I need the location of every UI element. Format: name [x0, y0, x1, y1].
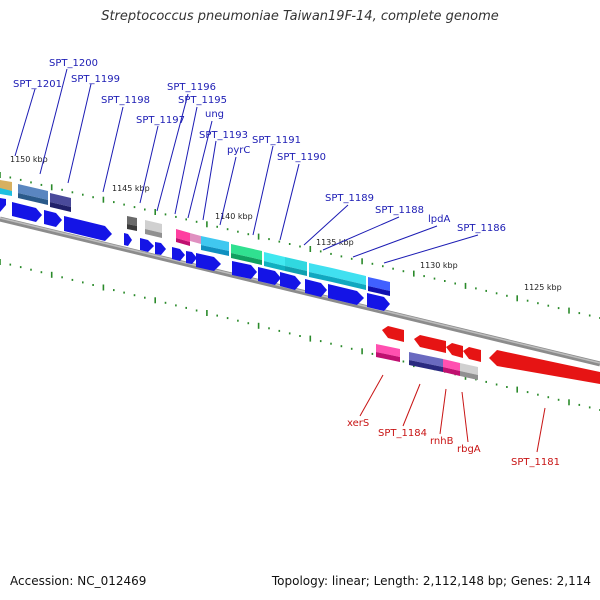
gene-box [0, 188, 12, 196]
gene-box [332, 277, 366, 290]
gene-label: SPT_1193 [199, 130, 248, 141]
gene-box [332, 268, 366, 285]
gene-arrow [186, 251, 197, 264]
genome-backbone [0, 216, 600, 367]
gene-box [285, 257, 307, 271]
gene-box [145, 229, 162, 238]
map-title: Streptococcus pneumoniae Taiwan19F-14, c… [101, 9, 499, 24]
gene-label: xerS [347, 418, 369, 429]
gene-arrows-forward [0, 198, 390, 311]
gene-boxes-lower [376, 344, 478, 380]
gene-box [50, 193, 71, 207]
gene-arrow [446, 343, 463, 358]
gene-box [50, 202, 71, 212]
gene-arrow [124, 233, 132, 246]
gene-label: SPT_1198 [101, 95, 150, 106]
gene-arrow [12, 202, 42, 222]
scale-labels: 1150 kbp 1145 kbp 1140 kbp 1135 kbp 1130… [10, 155, 562, 292]
scale-label-1125: 1125 kbp [524, 283, 562, 292]
gene-boxes-upper [0, 180, 390, 296]
gene-label: SPT_1184 [378, 428, 427, 439]
gene-arrow [64, 216, 112, 241]
gene-box [376, 352, 400, 362]
gene-box [264, 261, 285, 271]
gene-labels-bottom: xerS SPT_1184 rnhB rbgA SPT_1181 [347, 418, 560, 468]
gene-label: SPT_1197 [136, 115, 185, 126]
gene-label: lpdA [428, 214, 450, 225]
gene-box [201, 245, 229, 256]
scale-label-1150: 1150 kbp [10, 155, 48, 164]
gene-box [231, 253, 262, 265]
gene-box [201, 236, 229, 251]
gene-label: pyrC [227, 145, 250, 156]
gene-label: SPT_1199 [71, 74, 120, 85]
label-leaders-bottom [359, 374, 546, 453]
gene-label: SPT_1196 [167, 82, 216, 93]
gene-arrow [232, 261, 257, 279]
gene-arrow [463, 347, 481, 362]
gene-label: rbgA [457, 444, 481, 455]
gene-arrow [414, 335, 446, 353]
gene-box [309, 272, 332, 282]
topology-summary: Topology: linear; Length: 2,112,148 bp; … [271, 574, 591, 588]
gene-arrows-reverse [382, 326, 600, 384]
gene-arrow [280, 272, 301, 290]
gene-label: SPT_1200 [49, 58, 98, 69]
gene-box [127, 224, 137, 231]
gene-label: rnhB [430, 436, 454, 447]
gene-arrow [44, 210, 62, 227]
gene-arrow [328, 284, 364, 305]
gene-box [409, 352, 443, 367]
gene-box [409, 360, 443, 372]
scale-label-1135: 1135 kbp [316, 238, 354, 247]
gene-box [127, 216, 137, 226]
gene-label: SPT_1195 [178, 95, 227, 106]
gene-label: ung [205, 109, 224, 120]
gene-box [176, 229, 190, 242]
scale-label-1140: 1140 kbp [215, 212, 253, 221]
gene-box [231, 244, 262, 260]
gene-box [264, 252, 285, 266]
gene-label: SPT_1190 [277, 152, 326, 163]
label-leaders-top [14, 68, 479, 264]
gene-label: SPT_1181 [511, 457, 560, 468]
gene-label: SPT_1186 [457, 223, 506, 234]
gene-arrow [258, 267, 281, 285]
gene-box [309, 263, 332, 277]
gene-box [443, 367, 460, 376]
gene-arrow [367, 293, 390, 311]
gene-box [190, 233, 201, 244]
gene-box [460, 371, 478, 380]
gene-box [176, 238, 190, 246]
gene-label: SPT_1189 [325, 193, 374, 204]
gene-label: SPT_1188 [375, 205, 424, 216]
gene-labels-top: SPT_1201 SPT_1200 SPT_1199 SPT_1198 SPT_… [13, 58, 506, 234]
gene-arrow [196, 253, 221, 271]
gene-arrow [305, 279, 327, 297]
gene-arrow [382, 326, 404, 342]
gene-box [18, 184, 48, 200]
gene-box [0, 180, 12, 191]
gene-arrow [489, 350, 600, 384]
scale-label-1130: 1130 kbp [420, 261, 458, 270]
gene-box [368, 286, 390, 296]
scale-label-1145: 1145 kbp [112, 184, 150, 193]
gene-arrow [172, 247, 185, 261]
gene-label: SPT_1191 [252, 135, 301, 146]
accession-text: Accession: NC_012469 [10, 574, 147, 588]
gene-box [285, 266, 307, 276]
gene-arrow [140, 238, 154, 252]
gene-box [376, 344, 400, 357]
gene-box [18, 193, 48, 205]
gene-arrow [0, 198, 6, 212]
gene-box [368, 277, 390, 291]
gene-label: SPT_1201 [13, 79, 62, 90]
gene-box [145, 220, 162, 233]
gene-arrow [155, 242, 166, 255]
